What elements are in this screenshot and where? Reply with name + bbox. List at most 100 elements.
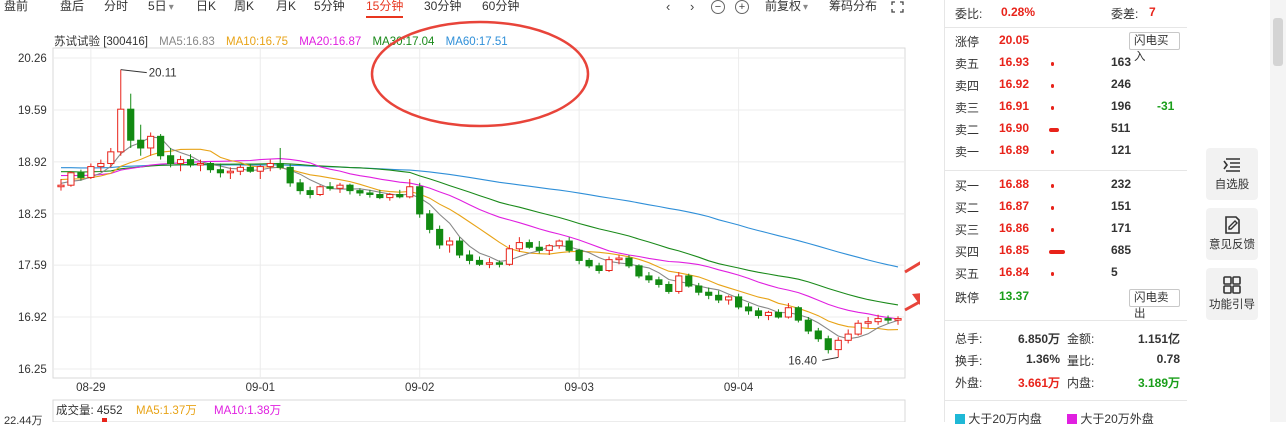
tab-afterhours[interactable]: 盘后 bbox=[60, 0, 85, 13]
buy-row[interactable]: 买一 16.88 232 bbox=[955, 175, 1180, 197]
sidebar-item-feedback[interactable]: 意见反馈 bbox=[1206, 208, 1258, 260]
ma20-value: MA20:16.87 bbox=[299, 36, 362, 48]
ma10-value: MA10:16.75 bbox=[226, 36, 289, 48]
candle-up bbox=[854, 322, 862, 335]
flash-buy-button[interactable]: 闪电买入 bbox=[1129, 32, 1180, 63]
candle-down bbox=[157, 135, 165, 157]
sell-row[interactable]: 卖三 16.91 196 -31 bbox=[955, 97, 1180, 119]
flash-sell-button[interactable]: 闪电卖出 bbox=[1129, 289, 1180, 320]
candle-down bbox=[127, 108, 135, 141]
divider bbox=[945, 320, 1187, 321]
sell-row[interactable]: 卖二 16.90 511 bbox=[955, 119, 1180, 141]
zoom-in-icon[interactable]: + bbox=[735, 0, 749, 14]
candle-up bbox=[615, 257, 623, 261]
limit-down-row: 跌停 13.37 闪电卖出 bbox=[955, 287, 1180, 320]
buy-price: 16.86 bbox=[999, 221, 1030, 235]
buy-depth-bar bbox=[1051, 228, 1054, 232]
candle-down bbox=[306, 190, 314, 195]
tab-monthly-k[interactable]: 月K bbox=[276, 0, 297, 13]
candle-up bbox=[555, 240, 563, 247]
sell-price: 16.91 bbox=[999, 99, 1030, 113]
tab-60min[interactable]: 60分钟 bbox=[482, 0, 520, 13]
candle-up bbox=[97, 162, 105, 168]
sidebar-item-label: 自选股 bbox=[1214, 179, 1250, 191]
sell-change: -31 bbox=[1157, 99, 1175, 113]
chip-distribution-button[interactable]: 筹码分布 bbox=[829, 0, 878, 13]
adjust-select[interactable]: 前复权 ▾ bbox=[765, 0, 808, 16]
sell-label: 卖三 bbox=[955, 101, 980, 115]
limit-up-label: 涨停 bbox=[955, 35, 980, 49]
candle-down bbox=[495, 262, 504, 265]
weibi-value: 0.28% bbox=[1001, 5, 1036, 19]
candle-down bbox=[685, 275, 693, 287]
tab-5day[interactable]: 5日 ▾ bbox=[148, 0, 174, 16]
buy-depth-bar bbox=[1051, 206, 1054, 210]
sell-row[interactable]: 卖五 16.93 163 bbox=[955, 53, 1180, 75]
scrollbar[interactable] bbox=[1270, 0, 1286, 422]
sell-row[interactable]: 卖一 16.89 121 bbox=[955, 141, 1180, 163]
candle-down bbox=[366, 192, 374, 195]
sell-depth-bar bbox=[1051, 62, 1054, 66]
tab-timeshare[interactable]: 分时 bbox=[104, 0, 129, 13]
y-tick-label: 18.92 bbox=[18, 157, 47, 169]
tab-15min[interactable]: 15分钟 bbox=[366, 0, 404, 18]
x-tick-label: 09-02 bbox=[405, 382, 434, 394]
divider bbox=[945, 27, 1187, 28]
sell-row[interactable]: 卖四 16.92 246 bbox=[955, 75, 1180, 97]
weibi-row: 委比: 0.28% 委差: 7 bbox=[955, 3, 1180, 25]
ma5-value: MA5:16.83 bbox=[159, 36, 215, 48]
scrollbar-thumb[interactable] bbox=[1273, 18, 1283, 66]
ma30-value: MA30:17.04 bbox=[372, 36, 435, 48]
tab-daily-k[interactable]: 日K bbox=[196, 0, 217, 13]
tab-5day-label: 5日 bbox=[148, 0, 167, 13]
arrow-icon-upper bbox=[904, 261, 920, 274]
y-tick-label: 18.25 bbox=[18, 209, 47, 221]
zoom-out-icon[interactable]: − bbox=[711, 0, 725, 14]
outer-value: 3.661万 bbox=[1017, 376, 1060, 390]
buy-depth-bar bbox=[1051, 184, 1054, 188]
high-label: 20.11 bbox=[149, 68, 177, 80]
buy-volume: 232 bbox=[1111, 177, 1132, 191]
candle-down bbox=[416, 186, 424, 215]
tab-weekly-k[interactable]: 周K bbox=[234, 0, 255, 13]
candle-up bbox=[894, 318, 902, 321]
candle-up bbox=[336, 184, 344, 189]
buy-depth-bar bbox=[1051, 272, 1054, 276]
tab-premarket[interactable]: 盘前 bbox=[4, 0, 29, 13]
sell-depth-bar bbox=[1051, 150, 1054, 154]
weibi-label: 委比: bbox=[955, 7, 983, 21]
sell-label: 卖四 bbox=[955, 79, 980, 93]
candle-down bbox=[565, 240, 573, 251]
stock-name: 苏试试验 [300416] bbox=[54, 36, 148, 48]
volume-label: 成交量: 4552 bbox=[56, 402, 123, 418]
fullscreen-icon[interactable] bbox=[891, 1, 904, 13]
kline-chart[interactable]: 20.26 19.59 18.92 18.25 17.59 16.92 16.25 08-2… bbox=[0, 0, 920, 422]
next-arrow-icon[interactable]: › bbox=[690, 0, 695, 14]
buy-row[interactable]: 买二 16.87 151 bbox=[955, 197, 1180, 219]
candle-down bbox=[286, 166, 294, 184]
tab-5min[interactable]: 5分钟 bbox=[314, 0, 345, 13]
candle-down bbox=[585, 259, 593, 267]
limit-up-value: 20.05 bbox=[999, 33, 1030, 47]
candle-down bbox=[246, 166, 254, 172]
candle-up bbox=[107, 151, 115, 164]
buy-label: 买一 bbox=[955, 179, 980, 193]
sidebar-item-watchlist[interactable]: 自选股 bbox=[1206, 148, 1258, 200]
buy-row[interactable]: 买五 16.84 5 bbox=[955, 263, 1180, 285]
weicha-label: 委差: bbox=[1111, 7, 1139, 21]
tab-30min[interactable]: 30分钟 bbox=[424, 0, 462, 13]
candle-up bbox=[784, 307, 792, 318]
candle-up bbox=[406, 186, 414, 198]
sell-volume: 196 bbox=[1111, 99, 1132, 113]
sidebar-item-guide[interactable]: 功能引导 bbox=[1206, 268, 1258, 320]
buy-row[interactable]: 买三 16.86 171 bbox=[955, 219, 1180, 241]
y-tick-label: 19.59 bbox=[18, 105, 47, 117]
prev-arrow-icon[interactable]: ‹ bbox=[666, 0, 671, 14]
candle-down bbox=[436, 228, 444, 246]
orderbook-panel: 委比: 0.28% 委差: 7 涨停 20.05 闪电买入 卖五 16.93 163… bbox=[944, 0, 1187, 426]
volume-ratio-label: 量比: bbox=[1067, 354, 1095, 368]
candle-down bbox=[575, 249, 583, 261]
total-volume-value: 6.850万 bbox=[1017, 332, 1060, 346]
buy-row[interactable]: 买四 16.85 685 bbox=[955, 241, 1180, 263]
amount-label: 金额: bbox=[1067, 332, 1095, 346]
